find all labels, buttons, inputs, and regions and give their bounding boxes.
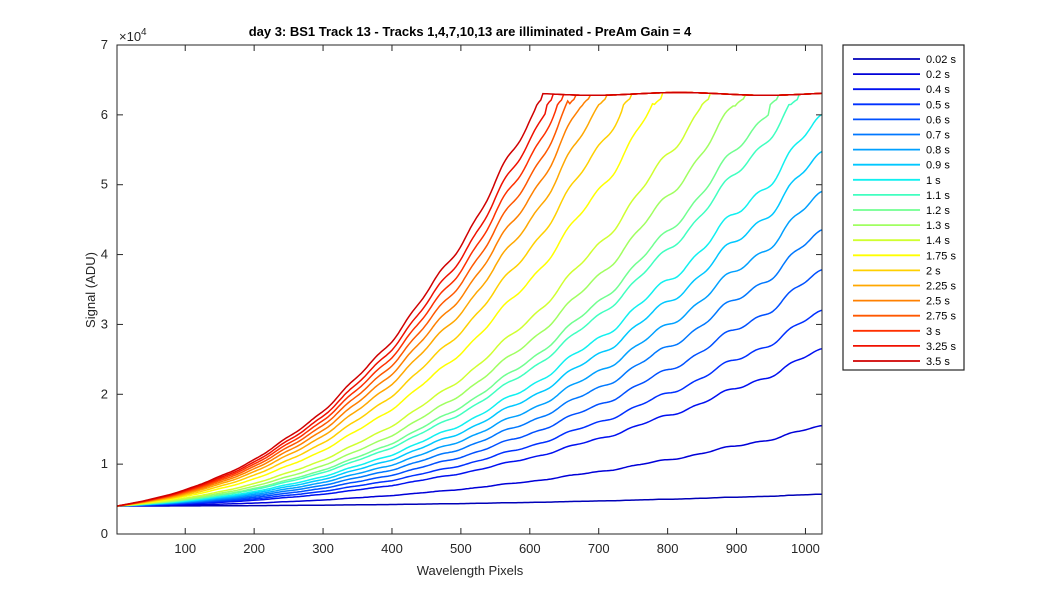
series-line-0-9-s	[116, 150, 823, 507]
series-line-1-s	[116, 113, 823, 507]
x-tick-label: 500	[450, 541, 472, 556]
legend-label: 0.2 s	[926, 69, 950, 81]
y-tick-label: 6	[101, 107, 108, 122]
legend-label: 0.02 s	[926, 54, 956, 66]
series-layer	[116, 91, 823, 507]
legend-label: 1.4 s	[926, 235, 950, 247]
y-tick-label: 3	[101, 316, 108, 331]
plot-frame	[116, 44, 823, 535]
legend: 0.02 s 0.2 s 0.4 s 0.5 s 0.6 s 0.7 s 0.8 s 0.9 …	[842, 44, 965, 371]
x-tick-label: 1000	[791, 541, 820, 556]
legend-label: 0.7 s	[926, 130, 950, 142]
series-line-0-5-s	[116, 309, 823, 507]
legend-label: 1.75 s	[926, 250, 956, 262]
x-tick-label: 300	[312, 541, 334, 556]
y-tick-label: 0	[101, 526, 108, 541]
x-tick-label: 100	[174, 541, 196, 556]
series-line-1-2-s	[116, 92, 823, 507]
x-axis-ticks: 100 200 300 400 500 600 700 800 900 1000	[174, 45, 820, 556]
legend-label: 0.4 s	[926, 84, 950, 96]
chart-title: day 3: BS1 Track 13 - Tracks 1,4,7,10,13…	[249, 24, 692, 39]
legend-label: 3.25 s	[926, 341, 956, 353]
x-tick-label: 700	[588, 541, 610, 556]
series-line-0-2-s	[116, 424, 823, 507]
y-axis-ticks: 0 1 2 3 4 5 6 7	[101, 37, 822, 541]
legend-label: 1.2 s	[926, 205, 950, 217]
plot-area	[117, 45, 822, 534]
series-line-0-02-s	[117, 493, 822, 507]
y-tick-label: 4	[101, 247, 108, 262]
legend-label: 0.6 s	[926, 114, 950, 126]
legend-label: 0.8 s	[926, 145, 950, 157]
y-tick-label: 7	[101, 37, 108, 52]
series-line-1-4-s	[116, 92, 823, 507]
series-line-1-1-s	[116, 92, 823, 507]
x-axis-title: Wavelength Pixels	[417, 563, 524, 578]
y-scale-multiplier: ×10	[119, 29, 141, 44]
legend-label: 2.75 s	[926, 311, 956, 323]
y-tick-label: 5	[101, 177, 108, 192]
legend-label: 0.5 s	[926, 99, 950, 111]
legend-label: 0.9 s	[926, 160, 950, 172]
legend-label: 2.5 s	[926, 296, 950, 308]
legend-label: 2.25 s	[926, 281, 956, 293]
x-tick-label: 900	[726, 541, 748, 556]
y-tick-label: 2	[101, 386, 108, 401]
y-axis-title: Signal (ADU)	[83, 252, 98, 328]
series-line-0-6-s	[116, 268, 823, 507]
x-tick-label: 800	[657, 541, 679, 556]
series-line-0-7-s	[116, 229, 823, 507]
legend-label: 3 s	[926, 326, 941, 338]
series-line-1-3-s	[116, 92, 823, 507]
legend-label: 1 s	[926, 175, 941, 187]
legend-label: 1.1 s	[926, 190, 950, 202]
y-scale-exponent: 4	[141, 27, 147, 38]
series-line-3-5-s	[116, 91, 823, 507]
x-tick-label: 600	[519, 541, 541, 556]
x-tick-label: 400	[381, 541, 403, 556]
legend-label: 3.5 s	[926, 356, 950, 368]
legend-label: 2 s	[926, 265, 941, 277]
legend-label: 1.3 s	[926, 220, 950, 232]
y-tick-label: 1	[101, 456, 108, 471]
x-tick-label: 200	[243, 541, 265, 556]
series-line-0-8-s	[116, 190, 823, 507]
series-line-0-4-s	[116, 347, 823, 507]
